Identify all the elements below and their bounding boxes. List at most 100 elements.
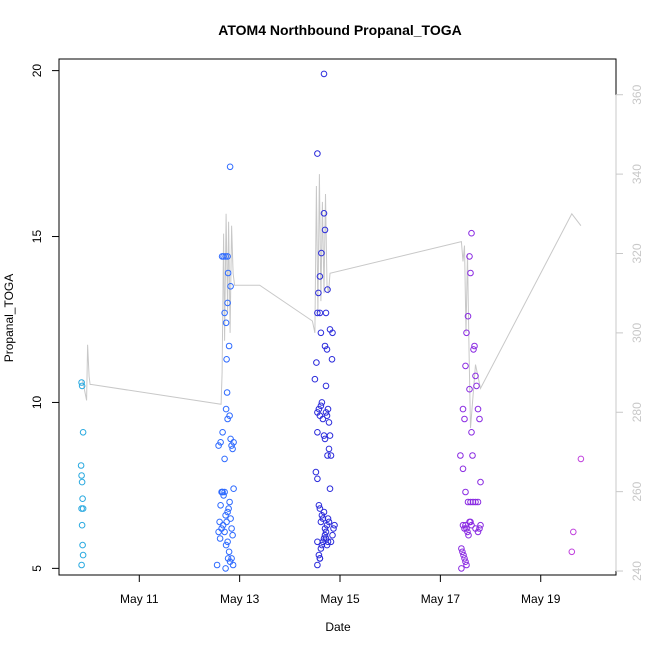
data-point bbox=[79, 495, 86, 503]
data-point bbox=[326, 485, 334, 493]
data-point bbox=[228, 555, 235, 562]
x-tick-label: May 15 bbox=[320, 592, 360, 606]
y-right-tick-label: 360 bbox=[630, 84, 644, 104]
data-point bbox=[473, 382, 480, 390]
data-point bbox=[219, 429, 226, 436]
data-point bbox=[325, 518, 333, 526]
data-point bbox=[222, 253, 229, 260]
data-point bbox=[315, 502, 323, 509]
data-point bbox=[224, 299, 231, 307]
y-right-tick-label: 320 bbox=[630, 243, 644, 263]
data-point bbox=[224, 269, 232, 277]
data-point bbox=[472, 372, 479, 380]
data-point bbox=[471, 342, 478, 350]
data-point bbox=[222, 565, 229, 572]
data-point bbox=[477, 521, 484, 529]
data-point bbox=[462, 488, 469, 496]
data-point bbox=[321, 435, 329, 443]
data-point bbox=[226, 498, 233, 506]
y-axis-label: Propanal_TOGA bbox=[2, 274, 16, 363]
x-axis-label: Date bbox=[325, 620, 351, 634]
data-point bbox=[331, 521, 338, 529]
data-point bbox=[315, 551, 323, 559]
data-point bbox=[218, 525, 225, 532]
data-point bbox=[476, 525, 483, 532]
data-point bbox=[468, 229, 475, 237]
data-point bbox=[217, 502, 224, 509]
data-point bbox=[222, 512, 229, 519]
data-point bbox=[221, 309, 228, 317]
data-point bbox=[474, 528, 482, 536]
data-point bbox=[321, 342, 329, 350]
x-tick-label: May 19 bbox=[521, 592, 561, 606]
data-point bbox=[228, 442, 235, 449]
data-point bbox=[458, 545, 465, 552]
data-point bbox=[222, 319, 230, 327]
data-point bbox=[470, 346, 477, 353]
data-point bbox=[467, 498, 474, 506]
y-tick-label: 20 bbox=[30, 64, 44, 78]
data-point bbox=[221, 488, 228, 496]
data-point bbox=[322, 382, 330, 390]
data-point bbox=[319, 415, 327, 423]
data-point bbox=[315, 405, 323, 413]
data-point bbox=[321, 226, 329, 234]
data-point bbox=[325, 445, 333, 453]
data-point bbox=[326, 432, 334, 439]
data-point bbox=[314, 309, 321, 317]
y-tick-label: 10 bbox=[30, 395, 44, 409]
data-point bbox=[318, 399, 326, 406]
data-point bbox=[568, 548, 576, 556]
data-point bbox=[79, 429, 87, 436]
data-point bbox=[459, 521, 467, 529]
data-point bbox=[316, 273, 324, 280]
x-tick-label: May 17 bbox=[421, 592, 461, 606]
data-point bbox=[460, 551, 467, 559]
data-point bbox=[314, 475, 321, 483]
x-axis: May 11 May 13 May 15 May 17 May 19 bbox=[120, 574, 561, 606]
data-point bbox=[229, 531, 236, 539]
data-point bbox=[216, 535, 224, 542]
data-point bbox=[464, 528, 471, 536]
data-point bbox=[469, 498, 477, 506]
data-point bbox=[322, 528, 330, 536]
data-point bbox=[467, 269, 474, 277]
data-point bbox=[79, 551, 87, 559]
data-point bbox=[318, 249, 325, 257]
data-point bbox=[323, 541, 331, 549]
data-point bbox=[228, 525, 235, 532]
data-point bbox=[225, 548, 233, 556]
data-point bbox=[463, 329, 470, 337]
data-point bbox=[78, 472, 85, 479]
data-point bbox=[216, 518, 223, 526]
data-point bbox=[227, 283, 234, 290]
data-point bbox=[223, 356, 230, 363]
data-point bbox=[219, 521, 227, 529]
data-point bbox=[224, 538, 231, 546]
data-point bbox=[462, 558, 469, 566]
data-point bbox=[467, 518, 474, 526]
altitude-line bbox=[82, 174, 582, 429]
data-point bbox=[78, 478, 86, 486]
data-point bbox=[227, 435, 234, 443]
data-point bbox=[316, 505, 324, 512]
data-point bbox=[323, 412, 331, 420]
data-point bbox=[325, 419, 333, 426]
data-point bbox=[465, 531, 472, 539]
data-point bbox=[322, 309, 330, 317]
data-point bbox=[468, 429, 475, 436]
data-point bbox=[223, 518, 230, 526]
data-point bbox=[79, 505, 87, 512]
data-point bbox=[224, 415, 231, 423]
data-point bbox=[464, 312, 472, 320]
data-point bbox=[330, 525, 337, 532]
chart-title: ATOM4 Northbound Propanal_TOGA bbox=[218, 22, 461, 38]
data-point bbox=[462, 362, 469, 370]
plot-frame bbox=[58, 58, 617, 576]
data-point bbox=[225, 505, 232, 512]
data-point bbox=[459, 548, 466, 556]
data-point bbox=[323, 521, 331, 529]
data-point bbox=[317, 329, 325, 337]
data-point bbox=[327, 538, 335, 546]
data-point bbox=[311, 375, 319, 383]
